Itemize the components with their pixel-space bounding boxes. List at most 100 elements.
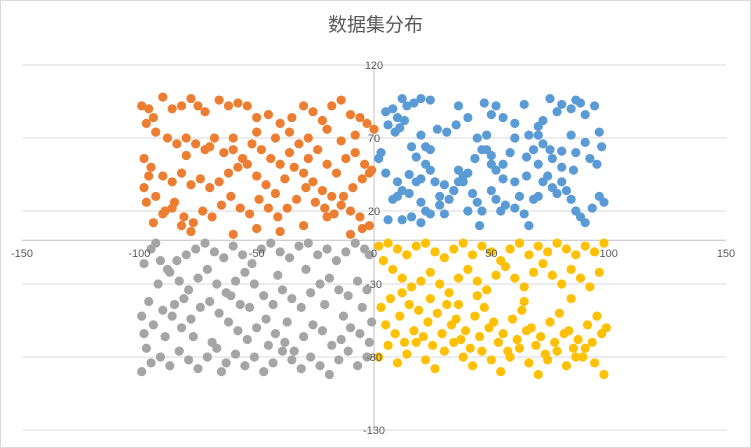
data-point-series-3	[442, 299, 452, 310]
data-point-series-1	[233, 162, 243, 172]
data-point-series-0	[557, 177, 567, 187]
data-point-series-1	[336, 136, 346, 146]
data-point-series-2	[230, 276, 241, 286]
y-tick-label: 120	[365, 60, 383, 72]
data-point-series-3	[482, 285, 492, 295]
data-point-series-1	[193, 101, 203, 111]
data-point-series-0	[463, 112, 473, 123]
data-point-series-0	[397, 93, 407, 104]
data-point-series-1	[176, 101, 187, 111]
data-point-series-1	[235, 203, 245, 213]
data-point-series-0	[411, 177, 421, 187]
data-point-series-3	[425, 267, 435, 277]
data-point-series-0	[566, 104, 576, 114]
data-point-series-0	[561, 185, 572, 196]
data-point-series-1	[167, 203, 177, 213]
data-point-series-2	[313, 250, 323, 260]
data-point-series-3	[505, 244, 515, 254]
data-point-series-2	[331, 256, 342, 266]
data-point-series-3	[514, 343, 525, 353]
data-point-series-3	[383, 340, 393, 350]
tick-labels: 120 70 20 -30 -80 -130 -150 -100 -50 0 50 100 150	[11, 60, 735, 437]
data-point-series-3	[467, 250, 478, 260]
data-point-series-0	[406, 142, 417, 152]
data-point-series-0	[580, 218, 590, 228]
data-point-series-2	[263, 340, 273, 350]
data-point-series-2	[191, 244, 201, 254]
data-point-series-2	[341, 247, 351, 257]
data-point-series-2	[280, 337, 290, 347]
data-point-series-3	[453, 299, 464, 310]
data-point-series-3	[385, 294, 396, 304]
data-point-series-3	[575, 273, 586, 283]
data-point-series-3	[557, 279, 567, 289]
data-point-series-0	[432, 124, 442, 134]
data-point-series-3	[465, 343, 475, 353]
data-point-series-1	[341, 153, 351, 164]
data-point-series-1	[139, 153, 149, 164]
data-point-series-3	[378, 256, 388, 266]
data-point-series-1	[226, 191, 236, 201]
data-point-series-2	[235, 299, 245, 310]
data-point-series-1	[299, 168, 309, 178]
data-point-series-2	[195, 302, 205, 312]
data-point-series-0	[430, 177, 440, 187]
data-point-series-3	[402, 349, 412, 359]
data-point-series-2	[193, 273, 203, 283]
data-point-series-3	[568, 343, 579, 353]
data-point-series-3	[406, 282, 417, 292]
data-point-series-2	[301, 264, 311, 274]
data-point-series-3	[517, 305, 527, 315]
data-points	[137, 92, 611, 380]
data-point-series-1	[348, 183, 358, 193]
data-point-series-0	[533, 159, 543, 169]
data-point-series-2	[284, 253, 295, 263]
data-point-series-2	[252, 323, 262, 333]
data-point-series-3	[547, 270, 557, 280]
data-point-series-0	[580, 137, 590, 147]
data-point-series-3	[409, 326, 419, 336]
data-point-series-2	[308, 320, 318, 330]
data-point-series-2	[214, 308, 224, 318]
data-point-series-2	[277, 346, 288, 356]
data-point-series-0	[444, 194, 454, 204]
data-point-series-3	[456, 334, 466, 345]
data-point-series-3	[397, 288, 407, 298]
data-point-series-3	[388, 264, 398, 274]
data-point-series-0	[381, 168, 391, 178]
data-point-series-1	[186, 226, 196, 237]
data-point-series-1	[275, 118, 285, 128]
data-point-series-3	[589, 358, 600, 368]
data-point-series-1	[266, 153, 276, 164]
data-point-series-2	[184, 285, 194, 295]
data-point-series-0	[524, 130, 534, 140]
y-tick-label: -30	[366, 279, 382, 291]
data-point-series-2	[266, 238, 276, 248]
data-point-series-0	[425, 145, 435, 155]
data-point-series-2	[179, 294, 189, 304]
data-point-series-0	[587, 203, 597, 213]
data-point-series-2	[334, 285, 344, 295]
data-point-series-0	[463, 206, 473, 216]
data-point-series-3	[594, 267, 604, 277]
data-point-series-2	[364, 337, 374, 347]
data-point-series-0	[399, 115, 410, 126]
y-tick-label: -80	[366, 352, 382, 364]
data-point-series-2	[256, 244, 266, 254]
data-point-series-2	[137, 311, 147, 321]
data-point-series-0	[528, 145, 539, 155]
data-point-series-0	[566, 194, 576, 204]
data-point-series-1	[151, 191, 161, 201]
data-point-series-2	[200, 238, 210, 248]
data-point-series-1	[362, 118, 372, 128]
data-point-series-1	[345, 110, 356, 120]
data-point-series-3	[524, 250, 534, 260]
data-point-series-3	[554, 308, 564, 318]
data-point-series-3	[552, 346, 562, 356]
data-point-series-1	[350, 148, 360, 158]
data-point-series-1	[345, 229, 356, 239]
data-point-series-0	[486, 110, 496, 120]
data-point-series-3	[470, 311, 480, 321]
data-point-series-0	[557, 146, 567, 156]
data-point-series-3	[566, 294, 576, 304]
